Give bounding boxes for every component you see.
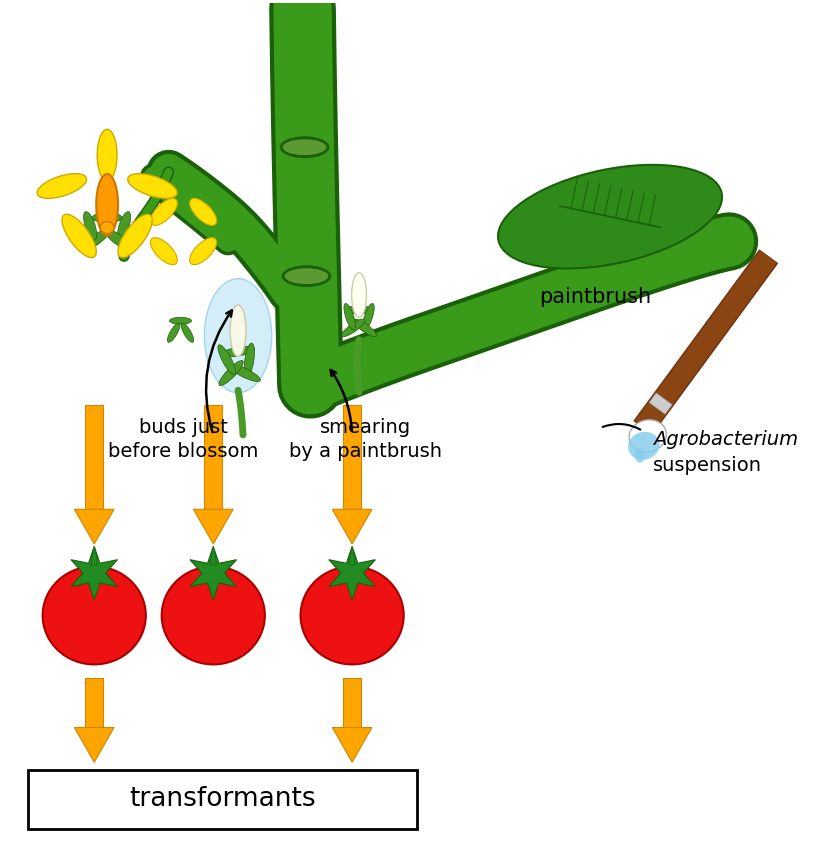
Ellipse shape <box>342 319 365 336</box>
Ellipse shape <box>221 346 255 357</box>
Polygon shape <box>71 547 118 600</box>
Ellipse shape <box>301 566 403 664</box>
Ellipse shape <box>190 198 216 225</box>
Text: smearing
by a paintbrush: smearing by a paintbrush <box>289 418 442 461</box>
Ellipse shape <box>345 306 373 314</box>
Text: buds just
before blossom: buds just before blossom <box>109 418 259 461</box>
Polygon shape <box>190 547 236 600</box>
Ellipse shape <box>84 230 109 249</box>
Ellipse shape <box>128 173 177 198</box>
Ellipse shape <box>181 323 194 342</box>
Ellipse shape <box>281 265 331 287</box>
Ellipse shape <box>353 319 377 336</box>
Polygon shape <box>343 405 361 510</box>
Polygon shape <box>332 510 372 544</box>
Polygon shape <box>349 553 355 565</box>
Ellipse shape <box>245 343 255 377</box>
Text: suspension: suspension <box>653 456 762 474</box>
Bar <box>28 770 417 828</box>
Text: transformants: transformants <box>129 786 316 812</box>
Ellipse shape <box>230 305 246 357</box>
Ellipse shape <box>219 361 243 386</box>
Ellipse shape <box>118 212 131 241</box>
Ellipse shape <box>498 165 722 268</box>
Polygon shape <box>332 727 372 762</box>
Ellipse shape <box>105 230 130 249</box>
Ellipse shape <box>629 420 666 452</box>
Text: Agrobacterium: Agrobacterium <box>653 430 797 449</box>
Polygon shape <box>74 727 114 762</box>
Polygon shape <box>74 510 114 544</box>
Polygon shape <box>85 405 104 510</box>
Polygon shape <box>85 678 104 727</box>
Ellipse shape <box>62 214 96 257</box>
Ellipse shape <box>84 212 97 241</box>
Ellipse shape <box>352 272 367 317</box>
Ellipse shape <box>218 345 235 375</box>
Ellipse shape <box>635 449 645 463</box>
Ellipse shape <box>118 214 152 257</box>
Ellipse shape <box>168 323 180 342</box>
Ellipse shape <box>162 566 265 664</box>
Ellipse shape <box>100 222 114 234</box>
Ellipse shape <box>344 304 356 330</box>
Ellipse shape <box>628 431 660 460</box>
Polygon shape <box>649 393 672 415</box>
Ellipse shape <box>170 317 191 325</box>
Text: paintbrush: paintbrush <box>539 287 651 307</box>
Polygon shape <box>205 405 222 510</box>
Ellipse shape <box>283 140 326 155</box>
Polygon shape <box>343 678 361 727</box>
Ellipse shape <box>285 268 328 284</box>
Ellipse shape <box>150 198 177 225</box>
Ellipse shape <box>230 365 261 382</box>
Ellipse shape <box>92 213 122 223</box>
Ellipse shape <box>150 238 177 265</box>
Ellipse shape <box>37 173 87 198</box>
Polygon shape <box>329 547 376 600</box>
Ellipse shape <box>97 130 117 181</box>
Ellipse shape <box>280 136 329 158</box>
Polygon shape <box>194 510 233 544</box>
Ellipse shape <box>190 238 216 265</box>
Ellipse shape <box>43 566 146 664</box>
Ellipse shape <box>96 174 118 235</box>
Ellipse shape <box>362 304 374 330</box>
Ellipse shape <box>205 278 271 393</box>
Polygon shape <box>91 553 97 565</box>
Polygon shape <box>210 553 216 565</box>
